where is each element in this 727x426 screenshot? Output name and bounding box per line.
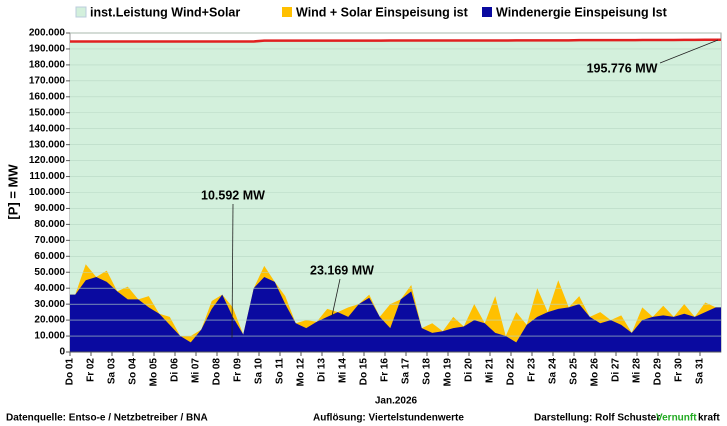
annotation-leader	[231, 203, 234, 339]
y-tick-label: 10.000	[34, 331, 65, 342]
y-tick-label: 30.000	[34, 299, 65, 310]
x-tick-label: Fr 02	[86, 358, 97, 382]
legend-label: Wind + Solar Einspeisung ist	[296, 5, 469, 19]
annotation-leader	[331, 278, 341, 317]
y-tick-label: 180.000	[29, 60, 66, 71]
footer-brand: kraft	[698, 413, 720, 424]
y-tick-label: 100.000	[29, 187, 66, 198]
footer-source: Datenquelle: Entso-e / Netzbetreiber / B…	[6, 413, 208, 424]
x-tick-label: So 11	[275, 358, 286, 385]
x-tick-label: Mo 19	[443, 358, 454, 387]
y-tick-label: 90.000	[34, 203, 65, 214]
line	[70, 38, 721, 43]
y-tick-label: 150.000	[29, 107, 66, 118]
x-tick-label: Fr 23	[527, 358, 538, 382]
x-tick-label: Sa 31	[695, 358, 706, 385]
footer-resolution: Auflösung: Viertelstundenwerte	[313, 413, 464, 424]
legend-swatch	[282, 7, 292, 17]
annotation: 23.169 MW	[310, 263, 374, 277]
y-tick-label: 140.000	[29, 123, 66, 134]
y-axis-label: [P] = MW	[5, 164, 20, 220]
annotation: 195.776 MW	[587, 61, 658, 75]
y-tick-label: 170.000	[29, 75, 66, 86]
footer-brand: Vernunft	[656, 413, 697, 424]
x-tick-label: Do 01	[65, 358, 76, 386]
annotation-leader	[659, 39, 719, 64]
x-tick-label: Fr 30	[674, 358, 685, 382]
x-tick-label: Di 13	[317, 358, 328, 382]
legend-label: inst.Leistung Wind+Solar	[90, 5, 240, 19]
x-tick-label: Di 06	[170, 358, 181, 382]
x-tick-label: So 18	[422, 358, 433, 385]
x-tick-label: So 04	[128, 358, 139, 385]
legend-swatch	[482, 7, 492, 17]
y-tick-label: 190.000	[29, 44, 66, 55]
x-tick-label: Di 20	[464, 358, 475, 382]
legend-label: Windenergie Einspeisung Ist	[496, 5, 668, 19]
y-tick-label: 20.000	[34, 315, 65, 326]
x-tick-label: Mo 12	[296, 358, 307, 387]
footer-author: Darstellung: Rolf Schuster	[534, 413, 660, 424]
x-tick-label: Mo 05	[149, 358, 160, 387]
x-tick-label: Mi 28	[632, 358, 643, 383]
y-tick-label: 130.000	[29, 139, 66, 150]
y-tick-label: 110.000	[29, 171, 65, 182]
legend-swatch	[75, 6, 87, 18]
annotation: 10.592 MW	[201, 188, 265, 202]
y-tick-label: 160.000	[29, 91, 66, 102]
x-tick-label: Mo 26	[590, 358, 601, 387]
x-tick-label: Do 08	[212, 358, 223, 386]
y-tick-label: 70.000	[34, 235, 65, 246]
x-tick-label: Mi 14	[338, 358, 349, 383]
y-tick-label: 50.000	[34, 267, 65, 278]
x-tick-label: Sa 24	[548, 358, 559, 385]
x-tick-label: Sa 03	[107, 358, 118, 385]
y-tick-label: 200.000	[29, 28, 66, 39]
y-tick-label: 120.000	[29, 155, 66, 166]
x-tick-label: Fr 16	[380, 358, 391, 382]
y-tick-label: 60.000	[34, 251, 65, 262]
x-tick-label: Mi 07	[191, 358, 202, 383]
x-tick-label: Mi 21	[485, 358, 496, 383]
y-tick-label: 0	[59, 347, 65, 358]
y-tick-label: 40.000	[34, 283, 65, 294]
x-tick-label: Sa 10	[254, 358, 265, 385]
x-axis-label: Jan.2026	[375, 396, 418, 407]
x-tick-label: Fr 09	[233, 358, 244, 382]
y-tick-label: 80.000	[34, 219, 65, 230]
x-tick-label: Do 15	[359, 358, 370, 386]
x-tick-label: Di 27	[611, 358, 622, 382]
area	[70, 277, 721, 352]
x-tick-label: So 25	[569, 358, 580, 385]
x-tick-label: Sa 17	[401, 358, 412, 385]
x-tick-label: Do 22	[506, 358, 517, 386]
x-tick-label: Do 29	[653, 358, 664, 386]
